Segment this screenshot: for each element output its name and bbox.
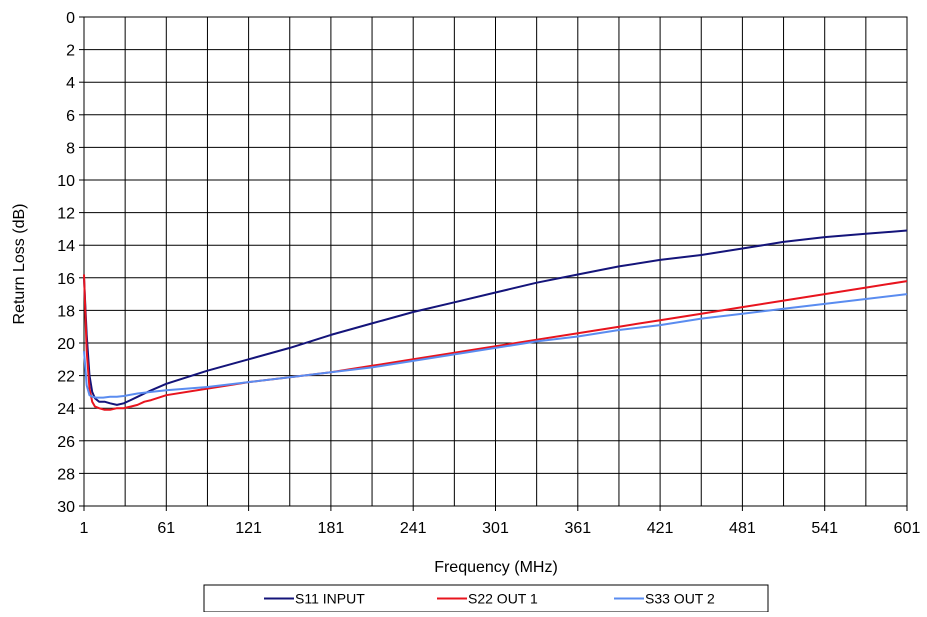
grid-layer	[83, 16, 908, 507]
y-axis-title: Return Loss (dB)	[11, 204, 28, 325]
y-tick-label: 4	[66, 75, 75, 92]
legend-box	[203, 584, 769, 613]
x-tick-label: 361	[564, 520, 591, 537]
x-axis-title: Frequency (MHz)	[434, 559, 558, 576]
legend-label-3: S33 OUT 2	[645, 591, 715, 607]
plot-border	[83, 16, 908, 507]
y-tick-label: 2	[66, 43, 75, 60]
y-tick-label: 18	[57, 303, 75, 320]
x-tick-label: 541	[811, 520, 838, 537]
series-line-3	[83, 293, 908, 399]
y-tick-label: 0	[66, 10, 75, 27]
x-tick-label: 421	[647, 520, 674, 537]
x-tick-label: 61	[157, 520, 175, 537]
x-tick-label: 181	[318, 520, 345, 537]
x-tick-label: 601	[894, 520, 921, 537]
legend-label-2: S22 OUT 1	[468, 591, 538, 607]
y-tick-label: 12	[57, 206, 75, 223]
y-tick-label: 26	[57, 434, 75, 451]
x-tick-label: 121	[235, 520, 262, 537]
y-tick-label: 10	[57, 173, 75, 190]
y-tick-label: 20	[57, 336, 75, 353]
y-tick-label: 22	[57, 369, 75, 386]
y-tick-label: 16	[57, 271, 75, 288]
y-tick-label: 30	[57, 499, 75, 516]
series-line-1	[83, 229, 908, 406]
series-layer	[83, 229, 908, 411]
x-tick-label: 481	[729, 520, 756, 537]
y-tick-label: 28	[57, 466, 75, 483]
x-tick-label: 301	[482, 520, 509, 537]
x-tick-label: 241	[400, 520, 427, 537]
y-tick-label: 8	[66, 140, 75, 157]
y-tick-label: 6	[66, 108, 75, 125]
y-tick-label: 14	[57, 238, 75, 255]
legend-label-1: S11 INPUT	[295, 591, 365, 607]
legend: S11 INPUT S22 OUT 1 S33 OUT 2	[203, 584, 769, 613]
x-tick-label: 1	[80, 520, 89, 537]
y-tick-label: 24	[57, 401, 75, 418]
